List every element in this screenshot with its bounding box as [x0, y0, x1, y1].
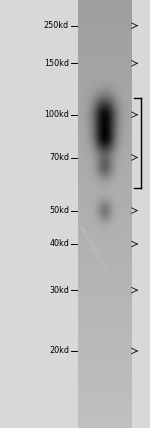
- Text: 40kd: 40kd: [49, 239, 69, 249]
- Text: 30kd: 30kd: [49, 285, 69, 295]
- Text: 50kd: 50kd: [49, 206, 69, 215]
- Text: 70kd: 70kd: [49, 153, 69, 162]
- Text: 100kd: 100kd: [44, 110, 69, 119]
- Text: 20kd: 20kd: [49, 346, 69, 356]
- Text: 250kd: 250kd: [44, 21, 69, 30]
- Text: 150kd: 150kd: [44, 59, 69, 68]
- Text: www.ptglab.com: www.ptglab.com: [78, 224, 108, 272]
